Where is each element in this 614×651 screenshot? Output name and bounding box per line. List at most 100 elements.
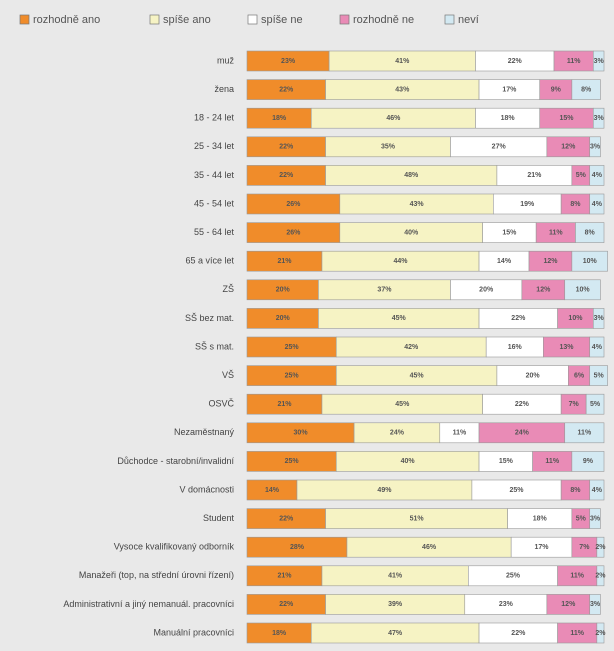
value-label: 21% (277, 401, 292, 408)
value-label: 7% (579, 544, 590, 551)
value-label: 2% (595, 544, 606, 551)
value-label: 3% (590, 144, 601, 151)
value-label: 12% (561, 144, 576, 151)
value-label: 20% (276, 287, 291, 294)
category-label: Důchodce - starobní/invalidní (117, 456, 234, 466)
value-label: 15% (499, 458, 514, 465)
bar-segment (571, 79, 601, 100)
value-label: 5% (576, 172, 587, 179)
bar-segment (589, 165, 605, 186)
legend-swatch (149, 14, 160, 25)
value-label: 30% (294, 430, 309, 437)
legend-swatch (19, 14, 30, 25)
category-label: V domácnosti (179, 484, 234, 494)
category-label: 65 a více let (185, 256, 234, 266)
bar-segment (571, 250, 608, 272)
value-label: 22% (515, 401, 530, 408)
value-label: 2% (595, 630, 606, 637)
value-label: 8% (585, 229, 596, 236)
legend-label: spíše ano (163, 14, 211, 26)
bar-segment (589, 594, 601, 615)
bar-segment (575, 222, 605, 243)
bar-segment (589, 508, 601, 529)
value-label: 14% (265, 487, 280, 494)
value-label: 17% (502, 86, 517, 93)
value-label: 22% (511, 315, 526, 322)
bar-segment (596, 536, 605, 558)
value-label: 28% (290, 544, 305, 551)
value-label: 4% (592, 487, 603, 494)
category-label: ZŠ (222, 284, 234, 294)
value-label: 24% (390, 430, 405, 437)
value-label: 11% (570, 630, 584, 637)
bar-segment (589, 336, 605, 358)
category-label: Administrativní a jiný nemanuál. pracovn… (63, 599, 234, 609)
value-label: 5% (590, 401, 601, 408)
value-label: 48% (404, 172, 419, 179)
value-label: 21% (277, 258, 292, 265)
value-label: 20% (526, 372, 541, 379)
value-label: 6% (574, 372, 585, 379)
value-label: 13% (560, 344, 575, 351)
category-label: 55 - 64 let (194, 227, 235, 237)
value-label: 37% (377, 287, 392, 294)
category-label: 45 - 54 let (194, 198, 235, 208)
value-label: 8% (570, 487, 581, 494)
bar-segment (571, 451, 605, 472)
value-label: 23% (499, 601, 514, 608)
value-label: 40% (401, 458, 416, 465)
category-label: VŠ (222, 370, 234, 380)
category-label: SŠ bez mat. (185, 313, 234, 323)
bar-segment (589, 136, 601, 158)
category-label: 18 - 24 let (194, 113, 235, 123)
value-label: 9% (551, 86, 562, 93)
legend-label: spíše ne (261, 14, 303, 26)
value-label: 3% (594, 58, 605, 65)
value-label: 25% (285, 372, 300, 379)
value-label: 12% (543, 258, 558, 265)
value-label: 22% (279, 86, 294, 93)
value-label: 45% (392, 315, 407, 322)
value-label: 8% (570, 201, 581, 208)
value-label: 49% (377, 487, 392, 494)
value-label: 10% (568, 315, 583, 322)
value-label: 14% (497, 258, 512, 265)
value-label: 43% (395, 86, 410, 93)
value-label: 3% (594, 115, 605, 122)
value-label: 27% (492, 144, 507, 151)
value-label: 22% (279, 515, 294, 522)
value-label: 7% (569, 401, 580, 408)
value-label: 2% (595, 573, 606, 580)
bar-segment (589, 479, 605, 501)
legend-swatch (247, 14, 258, 25)
value-label: 3% (594, 315, 605, 322)
value-label: 42% (404, 344, 419, 351)
bar-segment (585, 393, 605, 415)
value-label: 40% (404, 229, 419, 236)
category-label: Student (203, 513, 235, 523)
value-label: 10% (583, 258, 598, 265)
bar-segment (592, 50, 605, 72)
value-label: 3% (590, 601, 601, 608)
category-label: OSVČ (208, 399, 234, 409)
value-label: 11% (545, 458, 559, 465)
value-label: 35% (381, 144, 396, 151)
value-label: 39% (388, 601, 403, 608)
value-label: 18% (501, 115, 516, 122)
value-label: 45% (410, 372, 425, 379)
value-label: 22% (508, 58, 523, 65)
bar-segment (592, 107, 605, 129)
value-label: 46% (422, 544, 437, 551)
value-label: 25% (510, 487, 525, 494)
value-label: 25% (285, 344, 300, 351)
value-label: 11% (570, 573, 584, 580)
category-label: Vysoce kvalifikovaný odborník (114, 542, 235, 552)
bar-segment (592, 308, 605, 329)
category-label: Manuální pracovníci (153, 627, 234, 637)
value-label: 4% (592, 172, 603, 179)
value-label: 22% (511, 630, 526, 637)
value-label: 51% (410, 515, 425, 522)
value-label: 18% (533, 515, 548, 522)
value-label: 15% (560, 115, 575, 122)
value-label: 20% (276, 315, 291, 322)
